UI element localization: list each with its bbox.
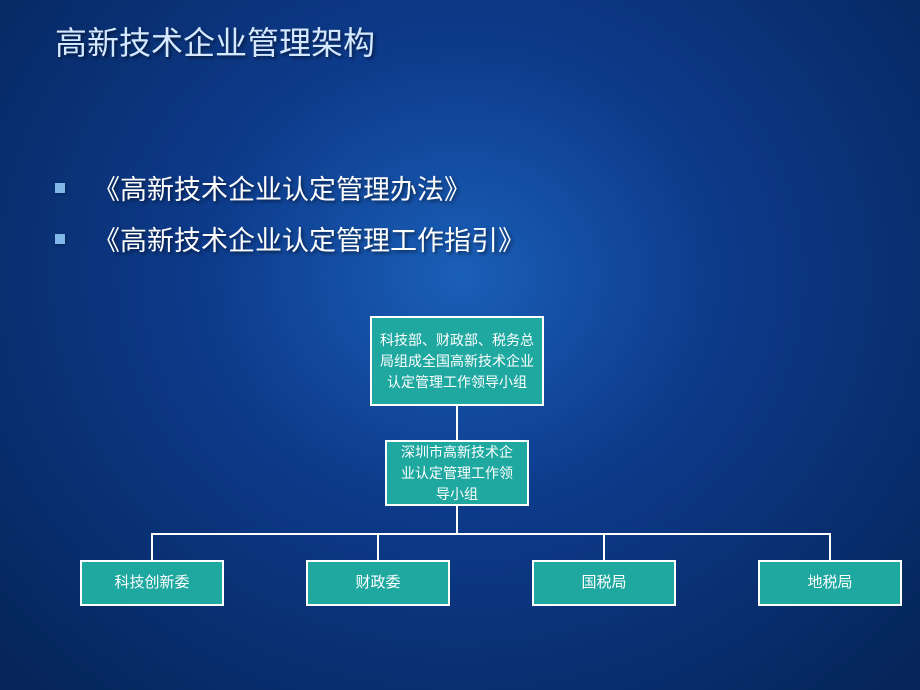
connector-line [456,406,458,440]
bullet-list: 《高新技术企业认定管理办法》 《高新技术企业认定管理工作指引》 [55,168,525,270]
org-node-leaf: 财政委 [306,560,450,606]
connector-line [151,533,830,535]
square-bullet-icon [55,234,65,244]
bullet-text: 《高新技术企业认定管理办法》 [93,168,471,207]
org-node-leaf: 国税局 [532,560,676,606]
square-bullet-icon [55,183,65,193]
connector-line [151,533,153,560]
org-chart: 科技部、财政部、税务总局组成全国高新技术企业认定管理工作领导小组 深圳市高新技术… [0,316,920,656]
bullet-item: 《高新技术企业认定管理工作指引》 [55,219,525,258]
org-node-leaf: 地税局 [758,560,902,606]
org-node-mid: 深圳市高新技术企业认定管理工作领导小组 [385,440,529,506]
bullet-item: 《高新技术企业认定管理办法》 [55,168,525,207]
org-node-leaf: 科技创新委 [80,560,224,606]
org-node-top: 科技部、财政部、税务总局组成全国高新技术企业认定管理工作领导小组 [370,316,544,406]
bullet-text: 《高新技术企业认定管理工作指引》 [93,219,525,258]
connector-line [456,506,458,533]
connector-line [829,533,831,560]
slide-title: 高新技术企业管理架构 [55,18,375,64]
connector-line [377,533,379,560]
connector-line [603,533,605,560]
